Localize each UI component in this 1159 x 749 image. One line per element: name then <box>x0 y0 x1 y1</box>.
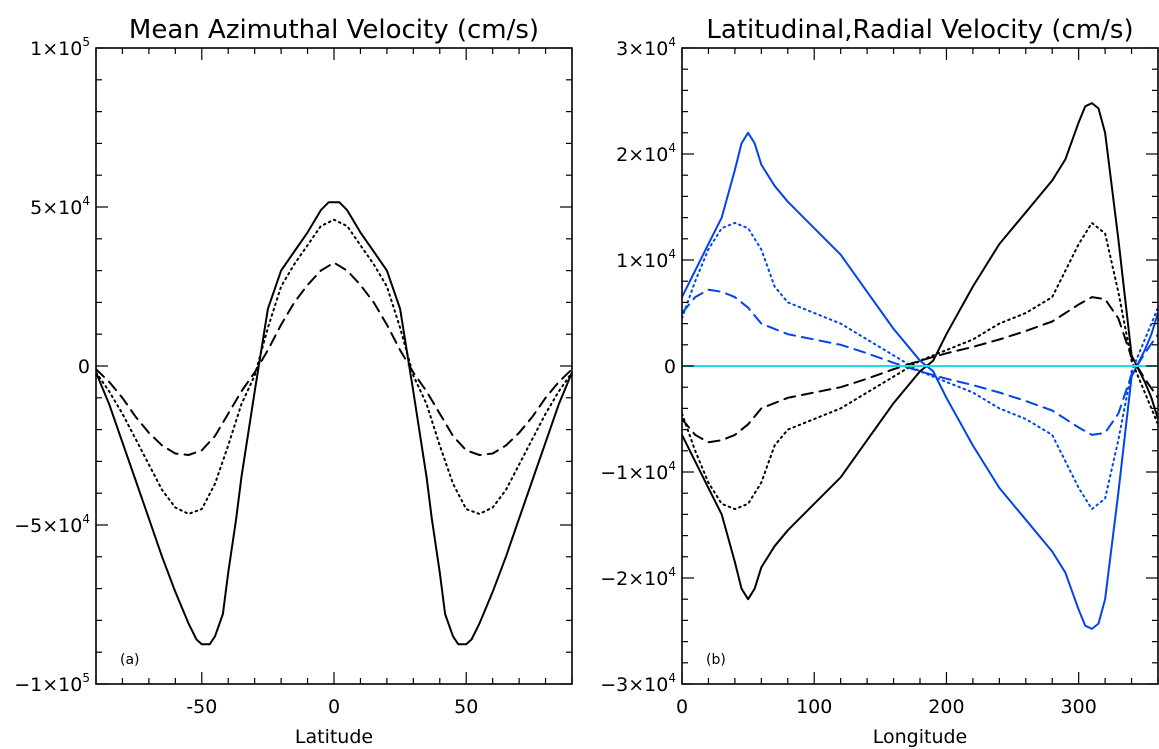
x-axis-label: Latitude <box>295 726 373 748</box>
series-group <box>682 102 1158 630</box>
series-line-2 <box>96 261 572 456</box>
y-tick-label: −5×104 <box>14 512 90 537</box>
y-tick-label: 5×104 <box>30 194 90 219</box>
y-tick-label: −2×104 <box>600 565 676 590</box>
panel-label: (b) <box>706 652 726 668</box>
panel-b: Latitudinal,Radial Velocity (cm/s) Longit… <box>600 15 1159 748</box>
x-tick-label: 0 <box>676 696 688 718</box>
panel-a: Mean Azimuthal Velocity (cm/s) Latitude -5… <box>14 15 573 748</box>
x-tick-label: 200 <box>928 696 964 718</box>
series-line-5 <box>682 288 1158 436</box>
chart-title: Mean Azimuthal Velocity (cm/s) <box>129 15 539 45</box>
series-group <box>96 201 572 646</box>
x-tick-label: -50 <box>186 696 217 718</box>
y-tick-label: 0 <box>664 356 676 378</box>
x-axis-label: Longitude <box>873 726 968 748</box>
x-tick-label: 0 <box>328 696 340 718</box>
y-tick-label: 0 <box>78 356 90 378</box>
y-tick-label: 1×105 <box>30 35 90 60</box>
series-line-4 <box>682 296 1158 444</box>
x-tick-label: 100 <box>796 696 832 718</box>
x-tick-label: 300 <box>1061 696 1097 718</box>
series-line-0 <box>682 102 1158 601</box>
series-line-2 <box>682 221 1158 511</box>
y-tick-label: −1×104 <box>600 459 676 484</box>
series-line-0 <box>96 201 572 646</box>
y-tick-label: 3×104 <box>616 35 676 60</box>
panel-label: (a) <box>120 652 140 668</box>
series-line-1 <box>682 131 1158 630</box>
chart-title: Latitudinal,Radial Velocity (cm/s) <box>706 15 1133 45</box>
x-tick-label: 50 <box>454 696 478 718</box>
series-line-3 <box>682 221 1158 511</box>
y-tick-label: −1×105 <box>14 671 90 696</box>
series-line-1 <box>96 218 572 515</box>
y-tick-label: −3×104 <box>600 671 676 696</box>
y-tick-label: 1×104 <box>616 247 676 272</box>
y-tick-label: 2×104 <box>616 141 676 166</box>
plot-frame <box>95 47 573 685</box>
